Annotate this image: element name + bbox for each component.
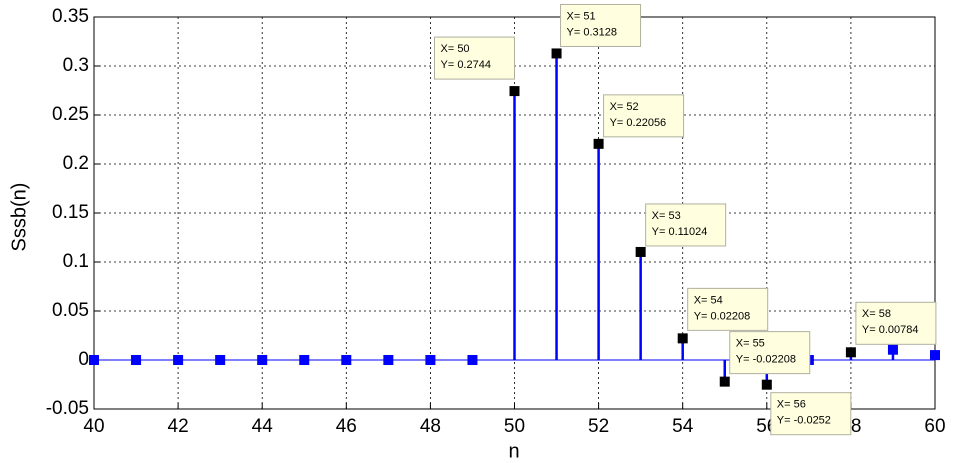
datatip-text: Y= 0.02208 xyxy=(694,310,751,322)
stem-marker xyxy=(383,355,394,365)
x-tick-label: 46 xyxy=(336,416,357,437)
datatip-box xyxy=(645,203,727,247)
datatip-text: X= 53 xyxy=(652,210,681,222)
stem-marker xyxy=(635,246,646,257)
stem-marker xyxy=(930,350,940,361)
x-tick-label: 40 xyxy=(83,416,104,437)
datatip-text: Y= 0.2744 xyxy=(441,59,491,71)
datatip-box xyxy=(603,94,685,138)
x-tick-label: 42 xyxy=(168,416,189,437)
stem-marker xyxy=(887,344,898,355)
x-tick-label: 50 xyxy=(504,416,525,437)
stem-marker xyxy=(509,86,520,97)
y-axis-label: Sssb(n) xyxy=(8,183,30,252)
y-tick-label: -0.05 xyxy=(46,398,89,419)
datatip-box xyxy=(687,287,769,331)
x-axis-label: n xyxy=(508,440,519,462)
datatip-text: X= 55 xyxy=(736,338,765,350)
datatip-text: X= 52 xyxy=(610,101,639,113)
datatip-text: X= 58 xyxy=(862,308,891,320)
x-tick-label: 60 xyxy=(924,416,945,437)
datatip-box xyxy=(855,301,937,345)
datatip-text: X= 56 xyxy=(777,399,806,411)
datatip-text: Y= -0.02208 xyxy=(736,354,796,366)
datatip: X= 56 Y= -0.0252 xyxy=(770,392,852,436)
datatip-text: Y= 0.00784 xyxy=(862,324,919,336)
datatip-box xyxy=(560,3,642,47)
stem-marker xyxy=(257,355,268,365)
datatip-text: X= 50 xyxy=(441,43,470,55)
datatip-text: Y= 0.11024 xyxy=(652,226,708,238)
datatip: X= 55 Y= -0.02208 xyxy=(729,331,811,375)
y-tick-label: 0.35 xyxy=(52,6,89,27)
y-tick-label: 0.3 xyxy=(63,55,89,76)
y-tick-label: 0.1 xyxy=(63,251,89,272)
y-tick-label: 0.05 xyxy=(52,300,89,321)
y-tick-label: 0 xyxy=(78,349,89,370)
datatip-box xyxy=(729,331,811,375)
datatip: X= 58 Y= 0.00784 xyxy=(855,301,937,345)
stem-marker xyxy=(761,379,772,390)
x-tick-label: 44 xyxy=(252,416,274,437)
stem-marker xyxy=(551,48,562,59)
datatip-text: X= 54 xyxy=(694,294,723,306)
plot-frame xyxy=(93,16,936,410)
stem-marker xyxy=(131,355,142,365)
stem-marker xyxy=(719,376,730,387)
y-tick-label: 0.2 xyxy=(63,153,89,174)
datatip: X= 51 Y= 0.3128 xyxy=(560,3,642,47)
stem-marker xyxy=(173,355,184,365)
datatip: X= 52 Y= 0.22056 xyxy=(603,94,685,138)
datatip-text: Y= 0.22056 xyxy=(610,117,667,129)
datatip-text: Y= 0.3128 xyxy=(567,26,617,38)
stem-marker xyxy=(467,355,478,365)
stem-marker xyxy=(299,355,310,365)
y-tick-label: 0.15 xyxy=(52,202,89,223)
datatip: X= 53 Y= 0.11024 xyxy=(645,203,727,247)
datatip-text: Y= -0.0252 xyxy=(777,415,831,427)
x-tick-label: 54 xyxy=(672,416,694,437)
datatip-text: X= 51 xyxy=(567,10,596,22)
datatip: X= 54 Y= 0.02208 xyxy=(687,287,769,331)
stem-marker xyxy=(845,347,856,358)
stem-marker xyxy=(341,355,352,365)
datatip-box xyxy=(770,392,852,436)
datatip: X= 50 Y= 0.2744 xyxy=(434,36,515,80)
stem-marker xyxy=(425,355,436,365)
stem-marker xyxy=(593,138,604,149)
datatip-box xyxy=(434,36,515,80)
y-tick-label: 0.25 xyxy=(52,104,89,125)
x-tick-label: 52 xyxy=(588,416,609,437)
stem-marker xyxy=(215,355,226,365)
stem-marker xyxy=(677,333,688,344)
stem-marker xyxy=(89,355,99,365)
x-tick-label: 48 xyxy=(420,416,441,437)
